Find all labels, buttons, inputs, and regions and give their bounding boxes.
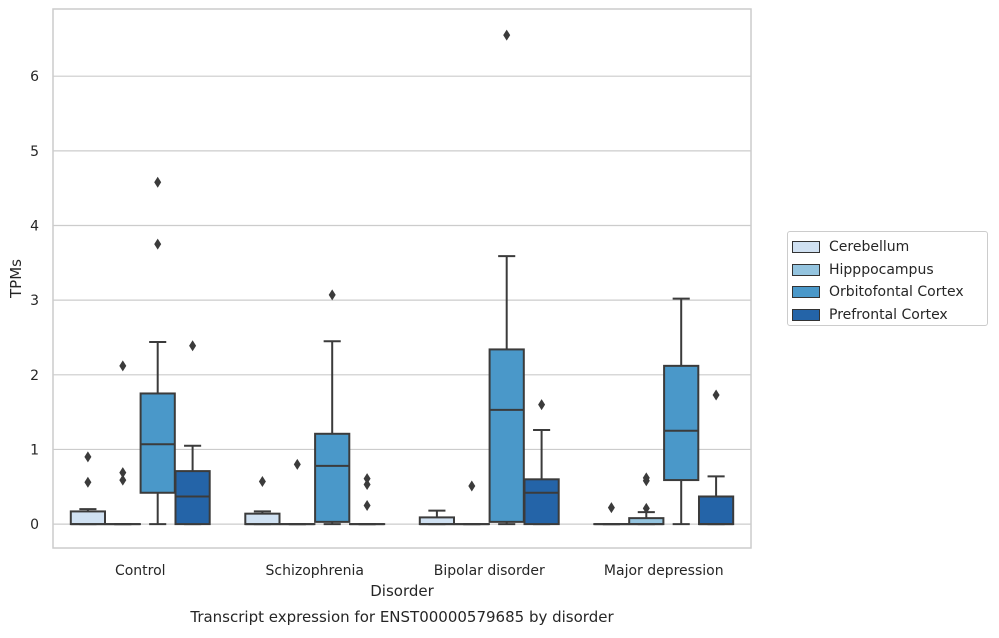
outlier-point bbox=[364, 473, 371, 484]
legend: Cerebellum Hipppocampus Orbitofontal Corte… bbox=[787, 231, 988, 326]
x-tick-label: Bipolar disorder bbox=[434, 563, 545, 579]
y-axis-label: TPMs bbox=[7, 259, 25, 299]
outlier-point bbox=[468, 481, 475, 492]
legend-swatch bbox=[792, 241, 820, 253]
outlier-point bbox=[154, 239, 161, 250]
x-tick-label: Schizophrenia bbox=[266, 563, 364, 579]
chart-title: Transcript expression for ENST0000057968… bbox=[189, 608, 614, 626]
y-tick-label: 3 bbox=[30, 293, 39, 309]
x-tick-label: Major depression bbox=[604, 563, 724, 579]
x-axis-label: Disorder bbox=[370, 582, 434, 600]
box bbox=[175, 471, 209, 524]
box bbox=[699, 496, 733, 524]
outlier-point bbox=[119, 467, 126, 478]
box bbox=[420, 517, 454, 524]
outlier-point bbox=[119, 360, 126, 371]
box bbox=[141, 393, 175, 492]
outlier-point bbox=[259, 476, 266, 487]
x-tick-label: Control bbox=[115, 563, 166, 579]
box bbox=[490, 349, 524, 521]
legend-item: Cerebellum bbox=[792, 236, 987, 259]
legend-label: Cerebellum bbox=[829, 239, 909, 255]
legend-label: Hipppocampus bbox=[829, 262, 934, 278]
legend-swatch bbox=[792, 286, 820, 298]
box bbox=[524, 479, 558, 524]
outlier-point bbox=[84, 477, 91, 488]
outlier-point bbox=[294, 459, 301, 470]
outlier-point bbox=[713, 389, 720, 400]
outlier-point bbox=[503, 30, 510, 41]
legend-item: Prefrontal Cortex bbox=[792, 304, 987, 327]
y-tick-label: 6 bbox=[30, 69, 39, 85]
legend-item: Hipppocampus bbox=[792, 259, 987, 282]
box bbox=[664, 366, 698, 480]
box bbox=[245, 514, 279, 524]
outlier-point bbox=[364, 500, 371, 511]
outlier-point bbox=[329, 289, 336, 300]
legend-swatch bbox=[792, 309, 820, 321]
outlier-point bbox=[154, 177, 161, 188]
legend-label: Prefrontal Cortex bbox=[829, 307, 948, 323]
box bbox=[71, 511, 105, 524]
outlier-point bbox=[608, 502, 615, 513]
legend-swatch bbox=[792, 264, 820, 276]
outlier-point bbox=[189, 340, 196, 351]
legend-item: Orbitofontal Cortex bbox=[792, 281, 987, 304]
legend-label: Orbitofontal Cortex bbox=[829, 284, 964, 300]
y-tick-label: 5 bbox=[30, 144, 39, 160]
outlier-point bbox=[84, 451, 91, 462]
y-tick-label: 0 bbox=[30, 517, 39, 533]
y-tick-label: 1 bbox=[30, 442, 39, 458]
y-tick-label: 2 bbox=[30, 368, 39, 384]
box bbox=[315, 434, 349, 522]
y-tick-label: 4 bbox=[30, 218, 39, 234]
outlier-point bbox=[538, 399, 545, 410]
